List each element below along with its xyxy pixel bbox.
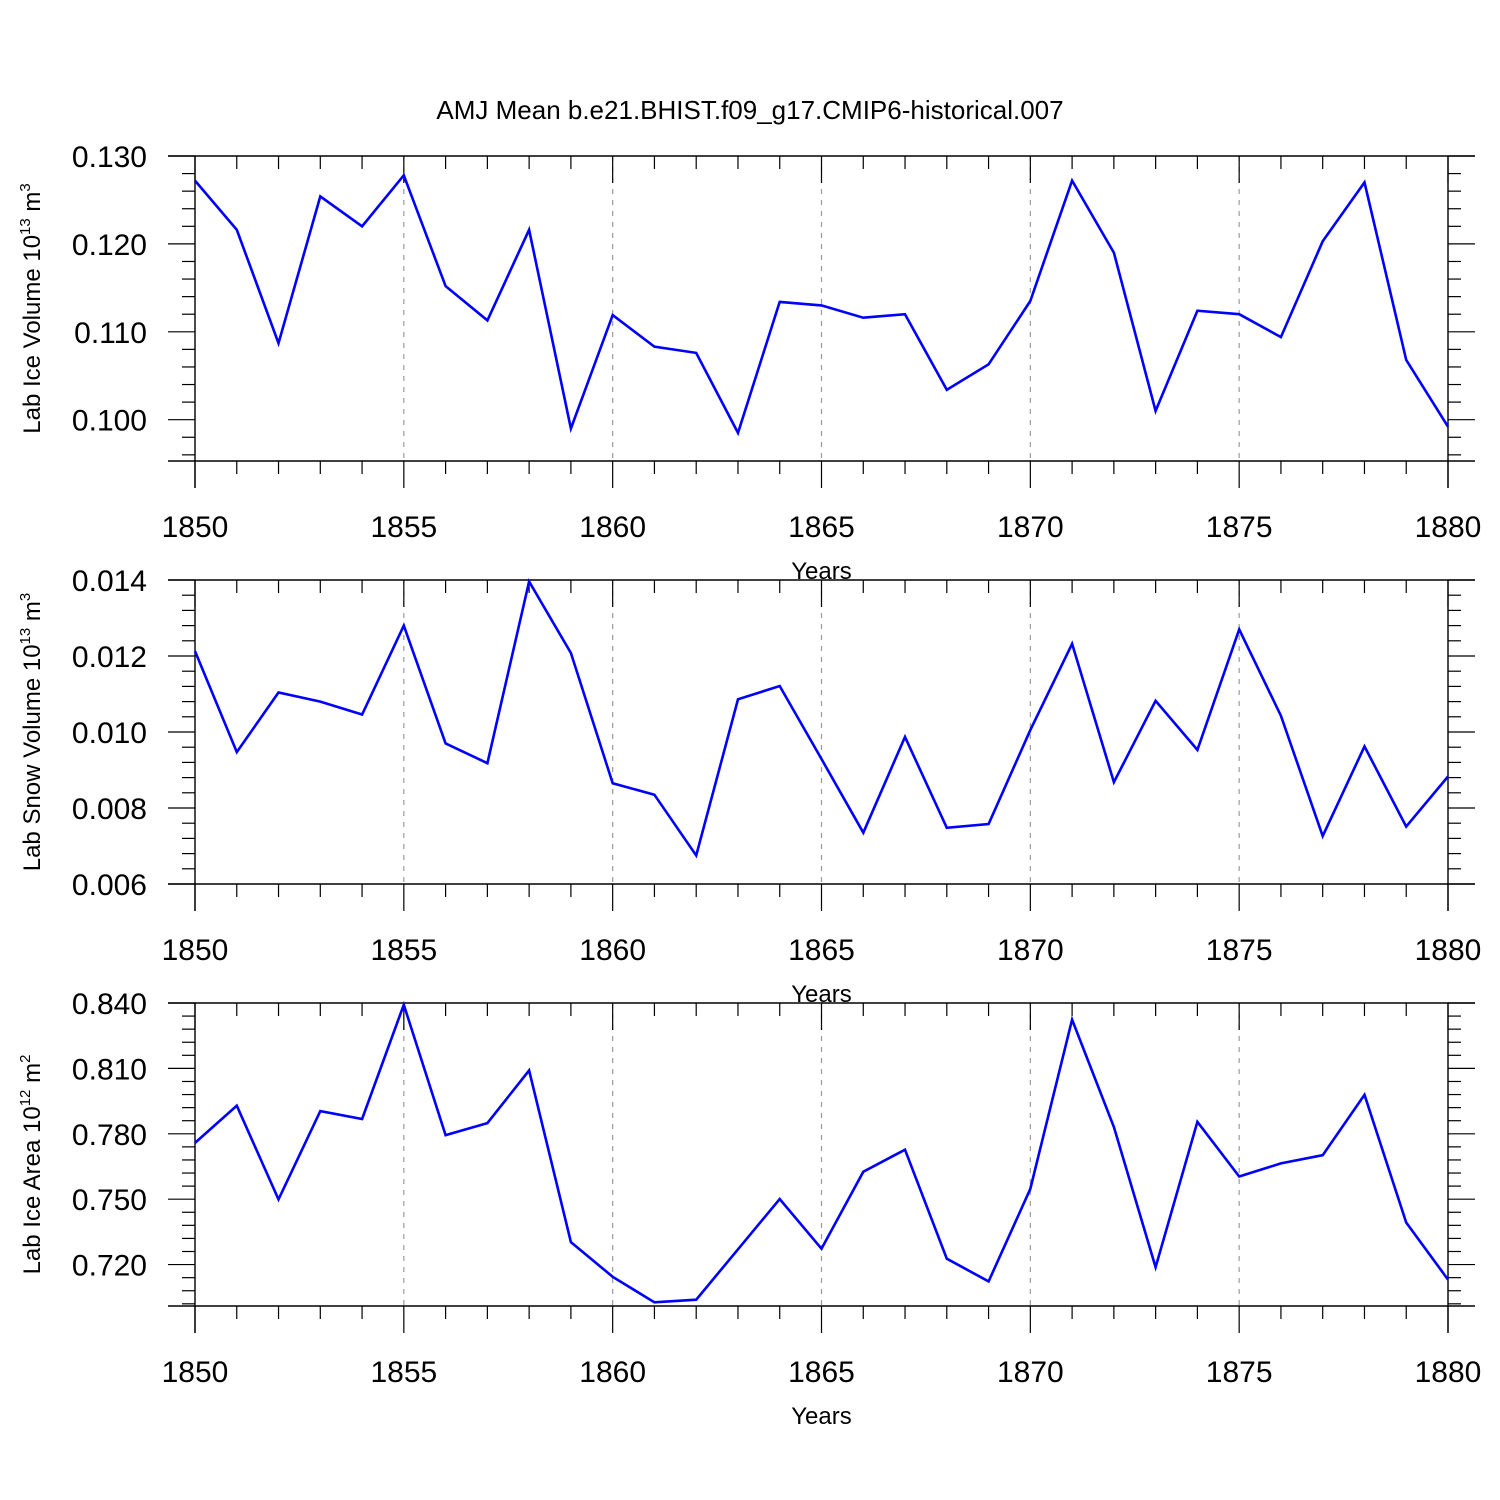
y-tick-label: 0.014 bbox=[72, 565, 147, 598]
y-tick-label: 0.130 bbox=[72, 141, 147, 174]
x-tick-label: 1880 bbox=[1415, 511, 1482, 544]
x-tick-label: 1865 bbox=[788, 511, 855, 544]
x-tick-label: 1850 bbox=[162, 511, 229, 544]
y-tick-label: 0.010 bbox=[72, 717, 147, 750]
x-tick-label: 1870 bbox=[997, 1356, 1064, 1389]
x-tick-label: 1855 bbox=[370, 1356, 437, 1389]
y-tick-label: 0.810 bbox=[72, 1053, 147, 1086]
y-tick-label: 0.006 bbox=[72, 869, 147, 902]
x-tick-label: 1850 bbox=[162, 1356, 229, 1389]
panel-2: 0.006 0.008 0.010 0.012 0.014 1850 1855 1860 186… bbox=[17, 565, 1481, 1008]
panel-1: 0.100 0.110 0.120 0.130 1850 1855 1860 1865 1870… bbox=[17, 141, 1481, 585]
y-axis-label: Lab Snow Volume 1013 m3 bbox=[17, 593, 46, 872]
y-tick-label: 0.110 bbox=[74, 317, 147, 350]
x-tick-label: 1870 bbox=[997, 934, 1064, 967]
y-tick-label: 0.840 bbox=[72, 988, 147, 1021]
x-tick-label: 1870 bbox=[997, 511, 1064, 544]
x-tick-label: 1880 bbox=[1415, 1356, 1482, 1389]
y-tick-label: 0.012 bbox=[72, 641, 147, 674]
x-tick-label: 1880 bbox=[1415, 934, 1482, 967]
x-tick-label: 1860 bbox=[579, 511, 646, 544]
x-tick-label: 1860 bbox=[579, 1356, 646, 1389]
y-axis-label: Lab Ice Volume 1013 m3 bbox=[17, 183, 46, 434]
y-tick-label: 0.008 bbox=[72, 793, 147, 826]
y-tick-label: 0.780 bbox=[72, 1119, 147, 1152]
series-line bbox=[193, 578, 1449, 859]
x-tick-label: 1855 bbox=[370, 511, 437, 544]
y-tick-label: 0.100 bbox=[72, 405, 147, 438]
x-tick-label: 1850 bbox=[162, 934, 229, 967]
x-tick-label: 1875 bbox=[1206, 934, 1273, 967]
x-tick-label: 1875 bbox=[1206, 1356, 1273, 1389]
chart-title: AMJ Mean b.e21.BHIST.f09_g17.CMIP6-histo… bbox=[436, 95, 1063, 125]
x-tick-label: 1855 bbox=[370, 934, 437, 967]
y-tick-label: 0.720 bbox=[72, 1250, 147, 1283]
x-tick-label: 1875 bbox=[1206, 511, 1273, 544]
y-tick-label: 0.120 bbox=[72, 229, 147, 262]
x-tick-label: 1865 bbox=[788, 934, 855, 967]
x-tick-label: 1865 bbox=[788, 1356, 855, 1389]
y-axis-label: Lab Ice Area 1012 m2 bbox=[17, 1055, 46, 1275]
y-tick-label: 0.750 bbox=[72, 1184, 147, 1217]
x-axis-label: Years bbox=[791, 1403, 852, 1430]
series-line bbox=[194, 172, 1450, 437]
panel-3: 0.720 0.750 0.780 0.810 0.840 1850 1855 1860 186… bbox=[17, 988, 1481, 1430]
x-tick-label: 1860 bbox=[579, 934, 646, 967]
series-line bbox=[194, 1000, 1450, 1304]
